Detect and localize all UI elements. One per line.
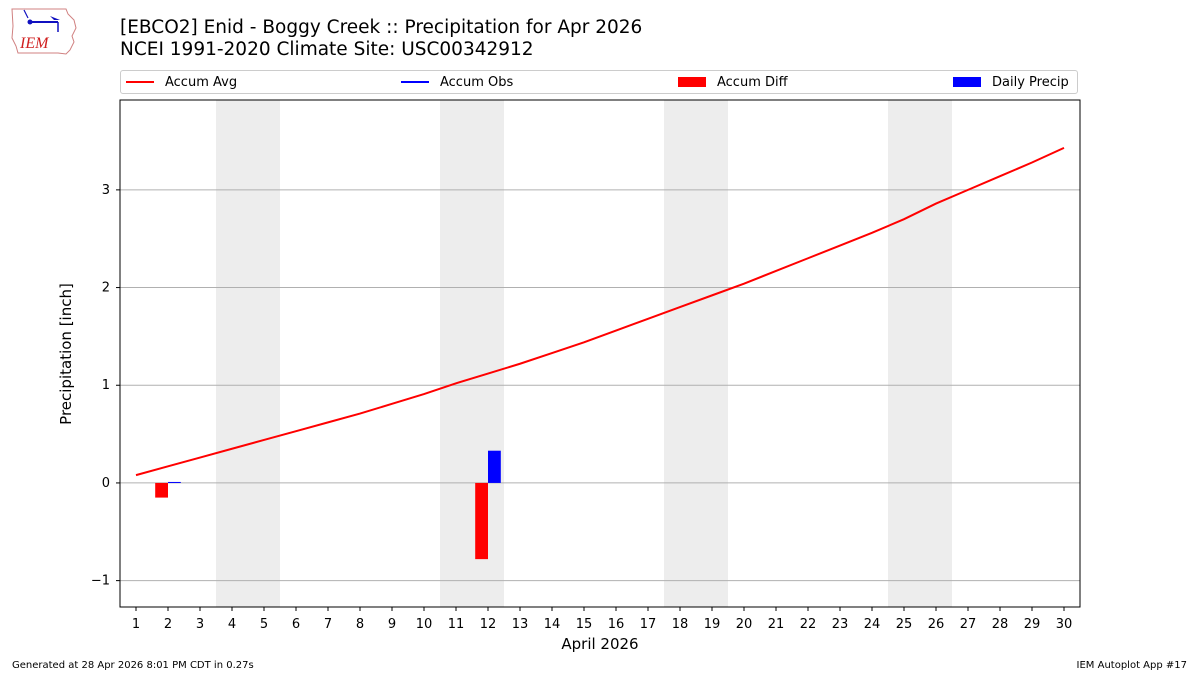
x-tick-label: 27 [960, 617, 977, 632]
y-tick-label: −1 [91, 574, 110, 589]
x-tick-label: 17 [640, 617, 657, 632]
plot-frame [119, 99, 1081, 608]
accum-avg-line [135, 146, 1065, 477]
x-tick-label: 24 [864, 617, 881, 632]
weekend-shade [440, 100, 504, 607]
x-tick-label: 5 [260, 617, 268, 632]
x-tick-label: 9 [388, 617, 396, 632]
x-tick-label: 16 [608, 617, 625, 632]
x-tick-label: 20 [736, 617, 753, 632]
x-tick-label: 22 [800, 617, 817, 632]
legend-patch-red-icon [678, 77, 706, 87]
x-tick-label: 3 [196, 617, 204, 632]
bar-accum-diff [475, 482, 488, 560]
weekend-shade [216, 100, 280, 607]
legend-patch-blue-icon [953, 77, 981, 87]
bar-accum-diff [155, 482, 168, 498]
weekend-shade [664, 100, 728, 607]
x-axis-label: April 2026 [561, 635, 638, 653]
x-tick-label: 19 [704, 617, 721, 632]
x-tick-label: 10 [416, 617, 433, 632]
x-tick-label: 28 [992, 617, 1009, 632]
x-tick-label: 23 [832, 617, 849, 632]
x-tick-label: 6 [292, 617, 300, 632]
x-tick-label: 4 [228, 617, 236, 632]
weekend-shade [888, 100, 952, 607]
x-tick-label: 29 [1024, 617, 1041, 632]
bar-daily-precip [488, 450, 501, 483]
x-tick-label: 30 [1056, 617, 1073, 632]
x-tick-label: 13 [512, 617, 529, 632]
y-tick-label: 2 [102, 281, 110, 296]
chart-legend: Accum Avg Accum Obs Accum Diff Daily Pre… [120, 70, 1078, 94]
svg-text:IEM: IEM [19, 35, 50, 52]
generated-timestamp: Generated at 28 Apr 2026 8:01 PM CDT in … [12, 660, 254, 671]
x-tick-label: 7 [324, 617, 332, 632]
x-tick-label: 1 [132, 617, 140, 632]
legend-item-daily-precip: Daily Precip [953, 71, 1069, 93]
y-tick-label: 0 [102, 476, 110, 491]
x-tick-label: 2 [164, 617, 172, 632]
x-tick-label: 26 [928, 617, 945, 632]
legend-line-blue-icon [401, 81, 429, 83]
legend-item-accum-obs: Accum Obs [401, 71, 513, 93]
x-tick-label: 12 [480, 617, 497, 632]
x-tick-label: 18 [672, 617, 689, 632]
y-tick-label: 1 [102, 378, 110, 393]
y-axis-label: Precipitation [inch] [57, 283, 75, 425]
iem-logo: IEM [11, 8, 77, 55]
legend-line-red-icon [126, 81, 154, 83]
y-tick-label: 3 [102, 183, 110, 198]
chart-title: [EBCO2] Enid - Boggy Creek :: Precipitat… [120, 17, 643, 60]
x-tick-label: 11 [448, 617, 465, 632]
bar-daily-precip [168, 481, 181, 483]
app-label: IEM Autoplot App #17 [1076, 660, 1187, 671]
legend-item-accum-avg: Accum Avg [126, 71, 237, 93]
x-tick-label: 14 [544, 617, 561, 632]
legend-item-accum-diff: Accum Diff [678, 71, 788, 93]
x-tick-label: 8 [356, 617, 364, 632]
x-tick-label: 15 [576, 617, 593, 632]
x-tick-label: 25 [896, 617, 913, 632]
x-tick-label: 21 [768, 617, 785, 632]
